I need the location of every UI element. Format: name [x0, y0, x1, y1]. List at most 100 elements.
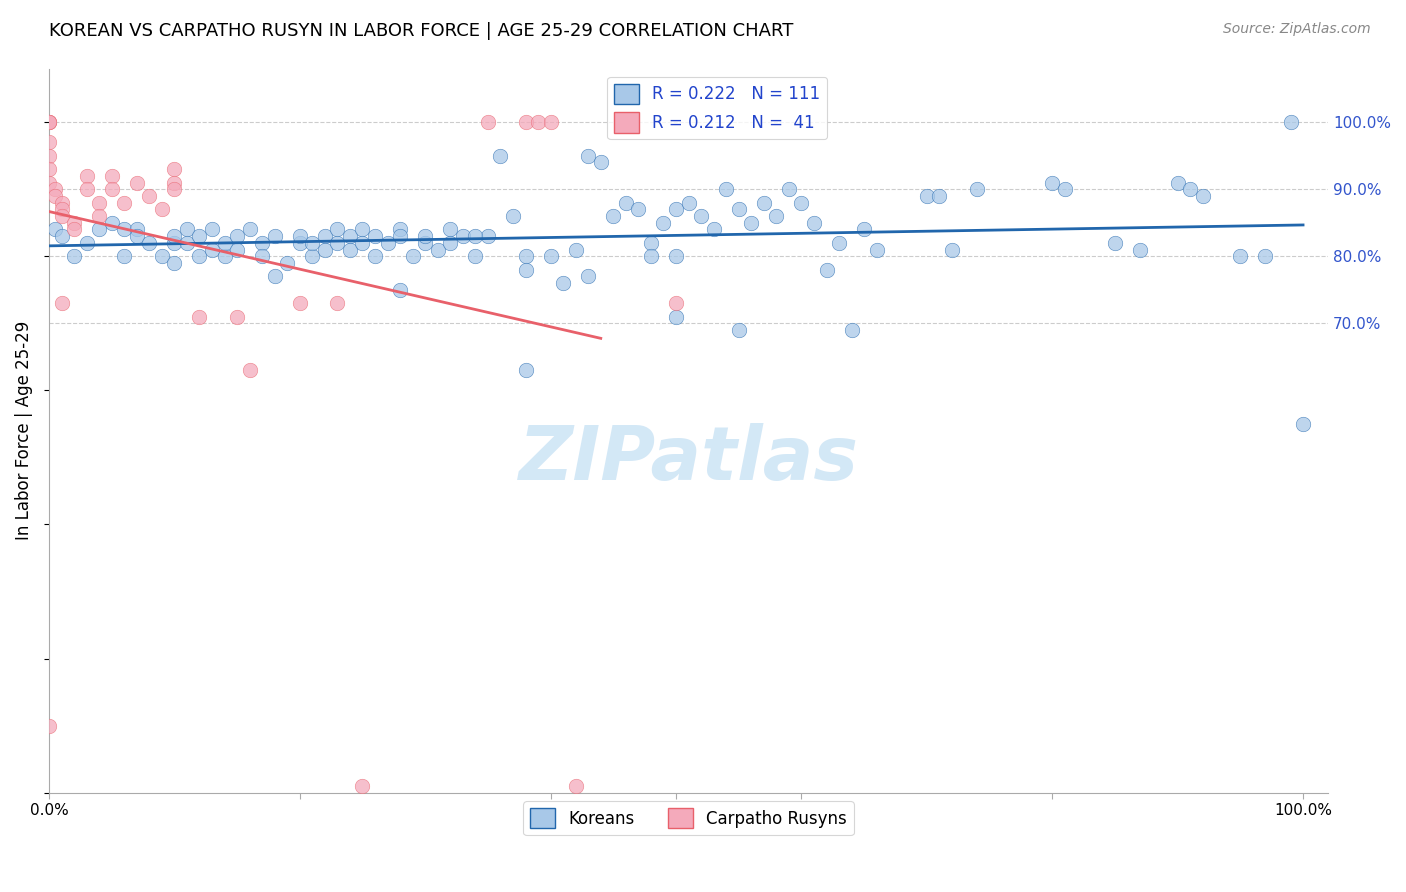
- Point: [76, 235, 98, 250]
- Point: [100, 182, 122, 196]
- Point: [51, 296, 73, 310]
- Point: [288, 235, 311, 250]
- Point: [239, 363, 262, 377]
- Point: [928, 189, 950, 203]
- Point: [76, 169, 98, 183]
- Point: [188, 310, 211, 324]
- Point: [640, 249, 662, 263]
- Point: [477, 115, 499, 129]
- Point: [1053, 182, 1076, 196]
- Point: [163, 235, 186, 250]
- Point: [44, 189, 66, 203]
- Text: KOREAN VS CARPATHO RUSYN IN LABOR FORCE | AGE 25-29 CORRELATION CHART: KOREAN VS CARPATHO RUSYN IN LABOR FORCE …: [49, 22, 793, 40]
- Point: [640, 235, 662, 250]
- Point: [44, 182, 66, 196]
- Point: [276, 256, 298, 270]
- Point: [38, 136, 60, 150]
- Point: [564, 779, 586, 793]
- Point: [413, 229, 436, 244]
- Point: [665, 249, 688, 263]
- Point: [540, 249, 562, 263]
- Point: [125, 176, 148, 190]
- Point: [250, 249, 273, 263]
- Point: [51, 202, 73, 217]
- Point: [112, 222, 135, 236]
- Point: [352, 222, 374, 236]
- Point: [515, 115, 537, 129]
- Point: [163, 229, 186, 244]
- Point: [51, 229, 73, 244]
- Point: [63, 216, 86, 230]
- Point: [352, 779, 374, 793]
- Point: [1279, 115, 1302, 129]
- Point: [576, 149, 599, 163]
- Point: [413, 235, 436, 250]
- Point: [489, 149, 512, 163]
- Legend: Koreans, Carpatho Rusyns: Koreans, Carpatho Rusyns: [523, 801, 853, 835]
- Point: [815, 262, 838, 277]
- Point: [352, 235, 374, 250]
- Point: [326, 222, 349, 236]
- Point: [38, 176, 60, 190]
- Point: [778, 182, 800, 196]
- Text: Source: ZipAtlas.com: Source: ZipAtlas.com: [1223, 22, 1371, 37]
- Point: [125, 229, 148, 244]
- Point: [112, 249, 135, 263]
- Point: [163, 162, 186, 177]
- Point: [76, 182, 98, 196]
- Point: [63, 222, 86, 236]
- Point: [377, 235, 399, 250]
- Point: [163, 182, 186, 196]
- Point: [714, 182, 737, 196]
- Point: [515, 262, 537, 277]
- Point: [389, 222, 412, 236]
- Point: [740, 216, 762, 230]
- Point: [828, 235, 851, 250]
- Point: [339, 229, 361, 244]
- Point: [439, 235, 461, 250]
- Point: [201, 243, 224, 257]
- Point: [803, 216, 825, 230]
- Point: [326, 296, 349, 310]
- Point: [63, 249, 86, 263]
- Point: [727, 323, 749, 337]
- Point: [451, 229, 474, 244]
- Point: [665, 202, 688, 217]
- Point: [364, 249, 387, 263]
- Point: [477, 229, 499, 244]
- Point: [464, 229, 486, 244]
- Point: [576, 269, 599, 284]
- Point: [38, 149, 60, 163]
- Point: [1292, 417, 1315, 431]
- Point: [263, 269, 285, 284]
- Point: [38, 115, 60, 129]
- Y-axis label: In Labor Force | Age 25-29: In Labor Force | Age 25-29: [15, 321, 32, 541]
- Point: [866, 243, 889, 257]
- Text: ZIPatlas: ZIPatlas: [519, 423, 859, 496]
- Point: [401, 249, 423, 263]
- Point: [125, 222, 148, 236]
- Point: [915, 189, 938, 203]
- Point: [250, 235, 273, 250]
- Point: [553, 276, 575, 290]
- Point: [703, 222, 725, 236]
- Point: [527, 115, 550, 129]
- Point: [853, 222, 876, 236]
- Point: [389, 283, 412, 297]
- Point: [389, 229, 412, 244]
- Point: [790, 195, 813, 210]
- Point: [439, 222, 461, 236]
- Point: [226, 229, 249, 244]
- Point: [515, 249, 537, 263]
- Point: [314, 243, 336, 257]
- Point: [1254, 249, 1277, 263]
- Point: [38, 115, 60, 129]
- Point: [678, 195, 700, 210]
- Point: [564, 243, 586, 257]
- Point: [941, 243, 963, 257]
- Point: [515, 363, 537, 377]
- Point: [239, 222, 262, 236]
- Point: [38, 162, 60, 177]
- Point: [51, 195, 73, 210]
- Point: [1229, 249, 1251, 263]
